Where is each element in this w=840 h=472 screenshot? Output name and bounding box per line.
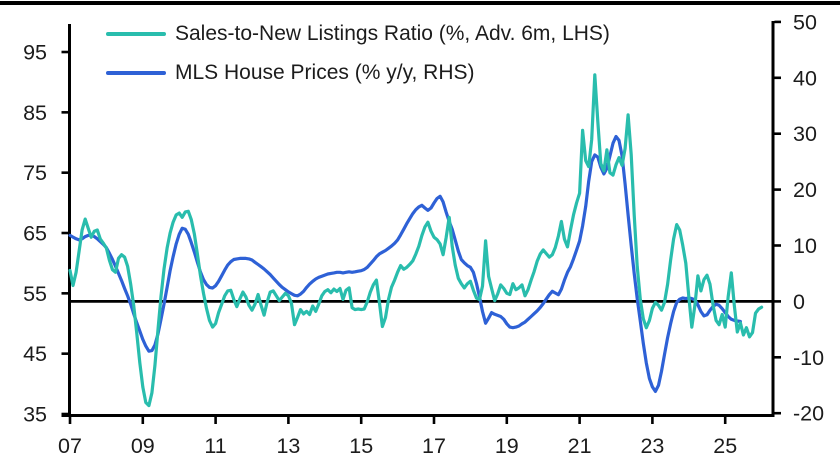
legend-label-sales-to-new-listings: Sales-to-New Listings Ratio (%, Adv. 6m,… [175,22,610,45]
right-axis-tick-label: -20 [793,402,824,426]
x-axis-tick-label: 07 [58,434,82,458]
right-axis-tick-label: 0 [793,290,805,314]
x-axis-tick-label: 21 [568,434,592,458]
series-line-mls-house-prices [68,134,743,393]
x-axis-tick-label: 17 [422,434,446,458]
series-line-sales-to-new-listings [68,73,764,408]
legend-item-sales-to-new-listings: Sales-to-New Listings Ratio (%, Adv. 6m,… [106,21,610,47]
right-axis-tick-label: 10 [793,234,817,258]
legend-swatch-blue-line [106,71,166,75]
left-axis-tick-label: 65 [23,222,47,246]
x-axis-tick-label: 11 [204,434,226,458]
left-axis-tick-label: 95 [23,41,47,65]
left-axis-tick-label: 45 [23,342,47,366]
left-axis-tick-label: 55 [23,282,47,306]
right-axis-tick-label: -10 [793,346,824,370]
x-axis-tick-label: 15 [349,434,373,458]
legend-swatch-teal-line [106,32,166,36]
left-axis-tick-label: 75 [23,161,47,185]
x-axis-tick-label: 23 [640,434,664,458]
left-axis-tick-label: 85 [23,101,47,125]
x-axis-tick-label: 13 [276,434,300,458]
left-axis-tick-label: 35 [23,403,47,427]
right-axis-tick-label: 50 [793,10,817,34]
right-axis-tick-label: 30 [793,122,817,146]
legend: Sales-to-New Listings Ratio (%, Adv. 6m,… [106,21,610,99]
x-axis-tick-label: 19 [495,434,519,458]
x-axis-tick-label: 09 [131,434,155,458]
right-axis-tick-label: 20 [793,178,817,202]
right-axis-tick-label: 40 [793,66,817,90]
legend-label-mls-house-prices: MLS House Prices (% y/y, RHS) [175,61,475,84]
x-axis-tick-label: 25 [713,434,737,458]
legend-item-mls-house-prices: MLS House Prices (% y/y, RHS) [106,60,610,86]
